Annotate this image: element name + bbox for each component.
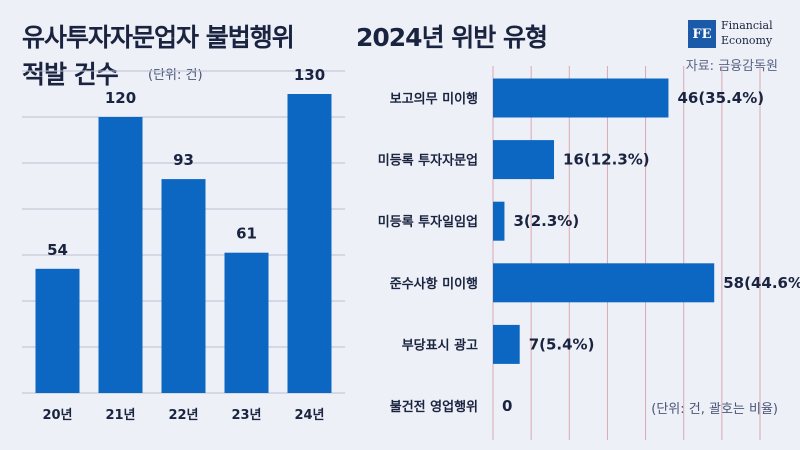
bar-value-label: 54 <box>47 241 68 259</box>
logo-line1: Financial <box>721 19 773 32</box>
category-label: 보고의무 미이행 <box>390 91 478 107</box>
brand-logo: FE Financial Economy <box>688 18 784 52</box>
category-label: 미등록 투자자문업 <box>378 153 478 169</box>
right-chart-unit: (단위: 건, 괄호는 비율) <box>651 402 778 417</box>
hbar-value-label: 3(2.3%) <box>513 212 579 230</box>
logo-line2: Economy <box>721 34 773 47</box>
x-tick-label: 22년 <box>168 408 198 423</box>
category-label: 준수사항 미이행 <box>390 276 478 292</box>
bar-24년 <box>287 94 332 393</box>
bar-23년 <box>224 252 269 393</box>
left-bar-chart: 54 20년 120 21년 93 22년 61 23년 130 24년 <box>22 66 345 423</box>
x-tick-label: 21년 <box>105 408 135 423</box>
hbar-2 <box>493 201 505 241</box>
x-tick-label: 23년 <box>231 408 261 423</box>
hbar-0 <box>493 78 669 118</box>
x-tick-label: 24년 <box>294 408 324 423</box>
hbar-value-label: 16(12.3%) <box>563 151 650 169</box>
hbar-value-label: 7(5.4%) <box>529 335 595 353</box>
left-chart-title-line2: 적발 건수 <box>22 60 119 89</box>
logo-mark: FE <box>688 20 716 48</box>
logo-text: Financial Economy <box>721 18 773 48</box>
x-tick-label: 20년 <box>42 408 72 423</box>
bar-value-label: 120 <box>105 89 136 107</box>
hbar-value-label: 46(35.4%) <box>677 89 764 107</box>
bar-22년 <box>161 179 206 393</box>
category-label: 미등록 투자일임업 <box>378 214 478 230</box>
source-note: 자료: 금융감독원 <box>685 59 778 74</box>
hbar-3 <box>493 263 715 303</box>
bar-value-label: 61 <box>236 225 257 243</box>
right-chart-title: 2024년 위반 유형 <box>356 23 548 52</box>
left-chart-unit: (단위: 건) <box>148 68 203 83</box>
bar-21년 <box>98 117 143 393</box>
hbar-1 <box>493 140 555 180</box>
bar-20년 <box>35 268 80 393</box>
hbar-value-label: 0 <box>502 397 512 415</box>
hbar-value-label: 58(44.6%) <box>723 274 800 292</box>
category-label: 부당표시 광고 <box>402 337 478 353</box>
bar-value-label: 93 <box>173 151 194 169</box>
bar-value-label: 130 <box>294 66 325 84</box>
left-chart-title-line1: 유사투자자문업자 불법행위 <box>22 23 295 52</box>
category-label: 불건전 영업행위 <box>390 399 478 415</box>
hbar-4 <box>493 324 520 364</box>
right-bar-chart: 46(35.4%) 보고의무 미이행 16(12.3%) 미등록 투자자문업 3(2.3… <box>378 66 800 440</box>
